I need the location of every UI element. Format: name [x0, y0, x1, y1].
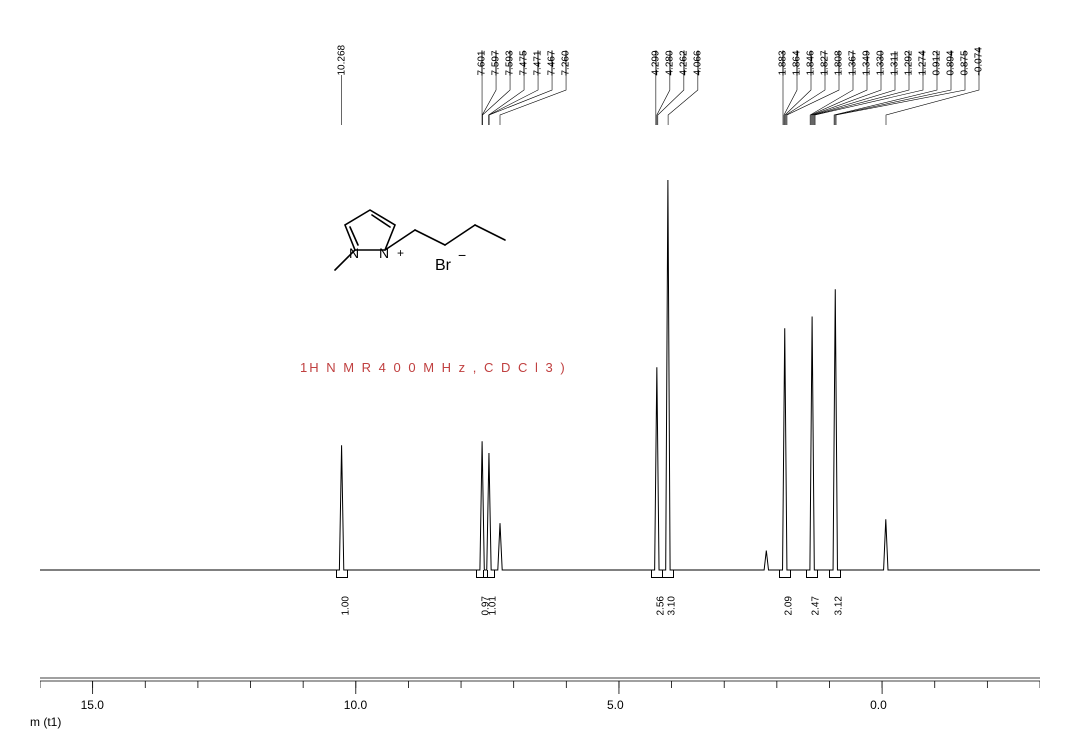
x-axis-tick-label: 0.0 — [870, 698, 887, 712]
integral-value: 1.00 — [340, 596, 351, 615]
integral-value: 3.10 — [666, 596, 677, 615]
integral-value: 2.47 — [811, 596, 822, 615]
integral-bracket — [336, 570, 348, 578]
integral-value: 2.56 — [655, 596, 666, 615]
integral-value: 3.12 — [834, 596, 845, 615]
integral-bracket — [483, 570, 495, 578]
integral-bracket — [662, 570, 674, 578]
x-axis-title: m (t1) — [30, 715, 61, 729]
peak-leader-lines — [40, 20, 1040, 130]
x-axis: 15.010.05.00.0 m (t1) — [40, 670, 1040, 730]
integral-value: 2.09 — [783, 596, 794, 615]
integral-value: 1.01 — [487, 596, 498, 615]
nmr-plot-area: 10.2687.6017.5977.5937.4757.4717.4677.26… — [40, 20, 1040, 590]
integral-bracket — [829, 570, 841, 578]
x-axis-tick-label: 10.0 — [344, 698, 367, 712]
integral-bracket — [779, 570, 791, 578]
x-axis-tick-label: 5.0 — [607, 698, 624, 712]
x-axis-ruler — [40, 670, 1040, 700]
x-axis-tick-label: 15.0 — [81, 698, 104, 712]
integral-bracket — [806, 570, 818, 578]
nmr-spectrum-trace — [40, 120, 1040, 590]
